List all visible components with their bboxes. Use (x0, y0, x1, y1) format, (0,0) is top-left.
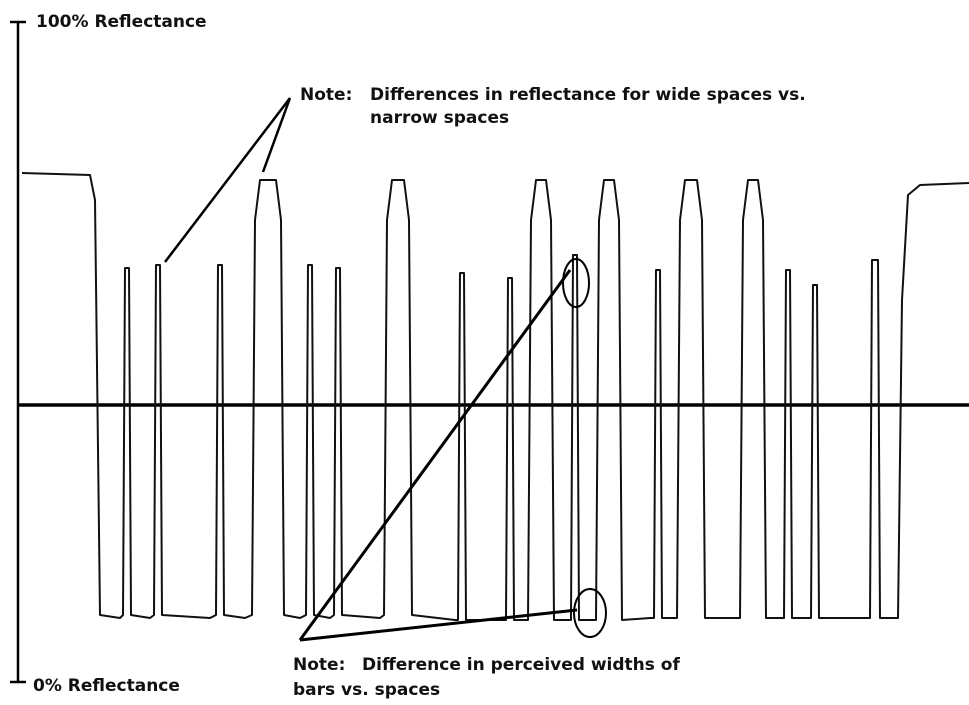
waveform (21, 172, 969, 621)
note-prefix: Note: (293, 655, 345, 675)
top-label: 100% Reflectance (36, 12, 207, 32)
note-text: Differences in reflectance for wide spac… (370, 85, 806, 105)
bottom-label: 0% Reflectance (33, 676, 180, 696)
pointer-line (298, 269, 572, 641)
highlight-circle (562, 258, 590, 308)
pointer-line (164, 97, 291, 263)
pointer-line (299, 608, 578, 642)
pointer-line (261, 97, 292, 173)
note-text: bars vs. spaces (293, 680, 440, 700)
highlight-circle (573, 588, 607, 638)
note-text: narrow spaces (370, 108, 509, 128)
note-prefix: Note: (300, 85, 352, 105)
note-text: Difference in perceived widths of (362, 655, 680, 675)
